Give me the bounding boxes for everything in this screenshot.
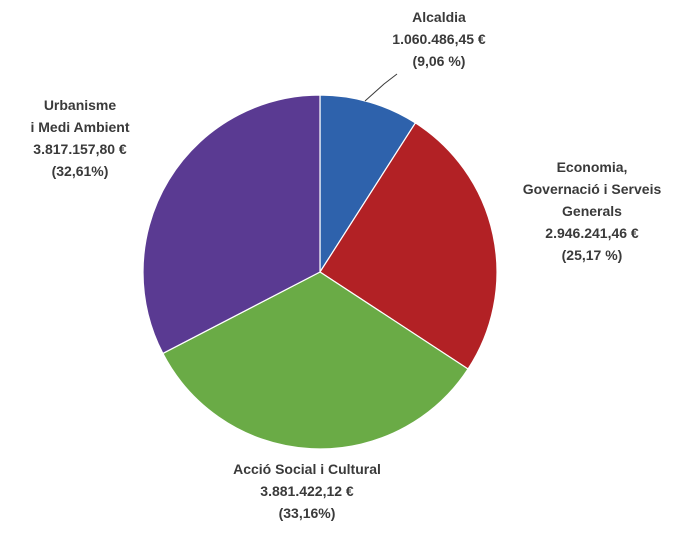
slice-1-label-line-2: Generals <box>562 203 622 219</box>
leader-line-0 <box>364 73 398 102</box>
slice-1-value-text: 2.946.241,46 € <box>545 225 639 241</box>
slice-2-label-line-0: Acció Social i Cultural <box>233 461 381 477</box>
slice-3-label-line-0: Urbanisme <box>44 97 117 113</box>
slice-0-value-text: 1.060.486,45 € <box>392 31 486 47</box>
slice-3-value-text: 3.817.157,80 € <box>33 141 127 157</box>
pie-slice-2 <box>162 271 469 450</box>
leader-lines <box>364 73 398 102</box>
pie-slice-1 <box>319 122 498 370</box>
pie-slice-0 <box>319 94 417 275</box>
slice-1-label-line-0: Economia, <box>557 159 628 175</box>
pie-slices <box>142 94 498 450</box>
slice-label-0: Alcaldia 1.060.486,45 € (9,06 %) <box>392 9 486 69</box>
pie-slice-3 <box>142 94 321 355</box>
slice-0-label-line-0: Alcaldia <box>412 9 466 25</box>
slice-labels: Alcaldia 1.060.486,45 € (9,06 %) Economia, G… <box>30 9 661 521</box>
slice-label-1: Economia, Governació i Serveis Generals 2.9… <box>523 159 662 263</box>
slice-label-3: Urbanisme i Medi Ambient 3.817.157,80 € (32… <box>30 97 129 179</box>
slice-label-2: Acció Social i Cultural 3.881.422,12 € (33… <box>233 461 381 521</box>
slice-1-label-line-1: Governació i Serveis <box>523 181 662 197</box>
slice-2-percent-text: (33,16%) <box>279 505 336 521</box>
slice-0-percent-text: (9,06 %) <box>413 53 466 69</box>
slice-3-percent-text: (32,61%) <box>52 163 109 179</box>
slice-3-label-line-1: i Medi Ambient <box>30 119 129 135</box>
slice-1-percent-text: (25,17 %) <box>562 247 623 263</box>
slice-2-value-text: 3.881.422,12 € <box>260 483 354 499</box>
